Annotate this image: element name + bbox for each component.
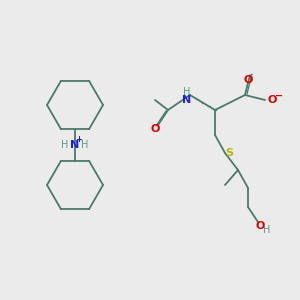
Text: N: N <box>70 140 80 150</box>
Text: H: H <box>61 140 69 150</box>
Text: O: O <box>255 221 265 231</box>
Text: H: H <box>183 87 191 97</box>
Text: O: O <box>150 124 160 134</box>
Text: O: O <box>267 95 277 105</box>
Text: H: H <box>263 225 271 235</box>
Text: H: H <box>81 140 89 150</box>
Text: O: O <box>243 75 253 85</box>
Text: +: + <box>76 134 82 143</box>
Text: S: S <box>225 148 233 158</box>
Text: −: − <box>275 91 283 101</box>
Text: N: N <box>182 95 192 105</box>
